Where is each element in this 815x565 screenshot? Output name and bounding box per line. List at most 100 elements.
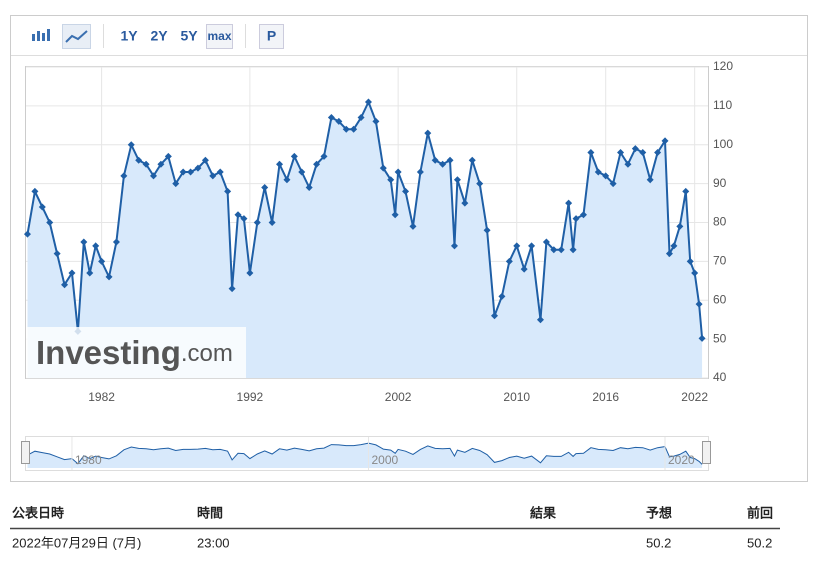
table-cell: 23:00 (197, 535, 230, 550)
marker (335, 117, 343, 125)
y-tick-label: 110 (713, 98, 732, 112)
marker (698, 334, 706, 342)
nav-handle[interactable] (702, 441, 711, 464)
marker (298, 168, 306, 176)
marker (92, 242, 100, 250)
marker (209, 172, 217, 180)
marker (387, 176, 395, 184)
marker (476, 180, 484, 188)
marker (691, 269, 699, 277)
marker (513, 242, 521, 250)
marker (46, 219, 54, 226)
marker (179, 168, 187, 176)
marker (520, 265, 528, 273)
marker (572, 215, 580, 223)
marker (542, 238, 550, 246)
marker (661, 137, 669, 145)
max-button-bg[interactable] (206, 24, 233, 49)
range-button[interactable]: max (207, 29, 231, 43)
table-header: 結果 (530, 505, 556, 520)
marker (194, 164, 202, 172)
table-cell: 50.2 (747, 535, 772, 550)
range-button[interactable]: 5Y (180, 28, 198, 44)
y-tick-label: 120 (713, 59, 733, 73)
marker (461, 199, 469, 207)
marker (394, 168, 402, 176)
nav-tick-label: 1980 (75, 453, 102, 467)
marker (105, 273, 113, 281)
marker (305, 184, 313, 192)
marker (609, 180, 617, 188)
table-header: 公表日時 (12, 505, 64, 520)
marker (240, 215, 248, 223)
y-tick-label: 40 (713, 370, 727, 384)
marker (98, 257, 106, 265)
marker (468, 156, 476, 164)
marker (276, 160, 284, 168)
marker (253, 219, 261, 226)
marker (313, 160, 321, 168)
marker (639, 149, 647, 157)
y-tick-label: 80 (713, 215, 727, 229)
x-tick-label: 2016 (592, 390, 619, 404)
marker (569, 246, 577, 254)
x-tick-label: 2022 (681, 390, 708, 404)
nav-handle[interactable] (21, 441, 30, 464)
marker (624, 160, 632, 168)
line-icon-button[interactable] (62, 24, 91, 49)
marker (431, 156, 439, 164)
nav-tick-label: 2000 (371, 453, 398, 467)
x-tick-label: 1982 (88, 390, 115, 404)
marker (31, 187, 39, 195)
marker (409, 222, 417, 230)
marker (483, 226, 491, 234)
marker (142, 160, 150, 168)
x-tick-label: 2010 (503, 390, 530, 404)
marker (676, 222, 684, 230)
marker (505, 257, 513, 265)
table-header: 時間 (197, 505, 223, 520)
marker (670, 242, 678, 250)
range-button[interactable]: 1Y (120, 28, 138, 44)
watermark: Investing.com (36, 334, 233, 371)
y-tick-label: 50 (713, 331, 727, 345)
marker (617, 149, 625, 157)
marker (594, 168, 602, 176)
marker (86, 269, 94, 277)
table-header: 前回 (747, 505, 773, 520)
marker (665, 250, 673, 258)
range-button[interactable]: 2Y (150, 28, 168, 44)
marker (350, 125, 358, 133)
marker (157, 160, 165, 168)
marker (127, 141, 135, 149)
p-button-bg[interactable] (259, 24, 284, 49)
marker (357, 114, 365, 122)
p-button[interactable]: P (267, 28, 276, 44)
marker (23, 230, 31, 238)
marker (80, 238, 88, 246)
navigator-line (27, 442, 703, 465)
marker (234, 211, 242, 219)
marker (557, 246, 565, 254)
marker (528, 242, 536, 250)
y-tick-label: 70 (713, 254, 727, 268)
marker (187, 168, 195, 176)
marker (682, 187, 690, 195)
marker (246, 269, 254, 277)
marker (654, 149, 662, 157)
marker (342, 125, 350, 133)
marker (61, 281, 69, 289)
x-tick-label: 1992 (237, 390, 264, 404)
marker (579, 211, 587, 219)
table-cell: 50.2 (646, 535, 671, 550)
marker (68, 269, 76, 277)
y-tick-label: 60 (713, 292, 727, 306)
line (26, 99, 704, 339)
marker (602, 172, 610, 180)
marker (416, 168, 424, 176)
marker (646, 176, 654, 184)
marker (135, 156, 143, 164)
bar-icon[interactable] (32, 29, 50, 41)
marker (112, 238, 120, 246)
